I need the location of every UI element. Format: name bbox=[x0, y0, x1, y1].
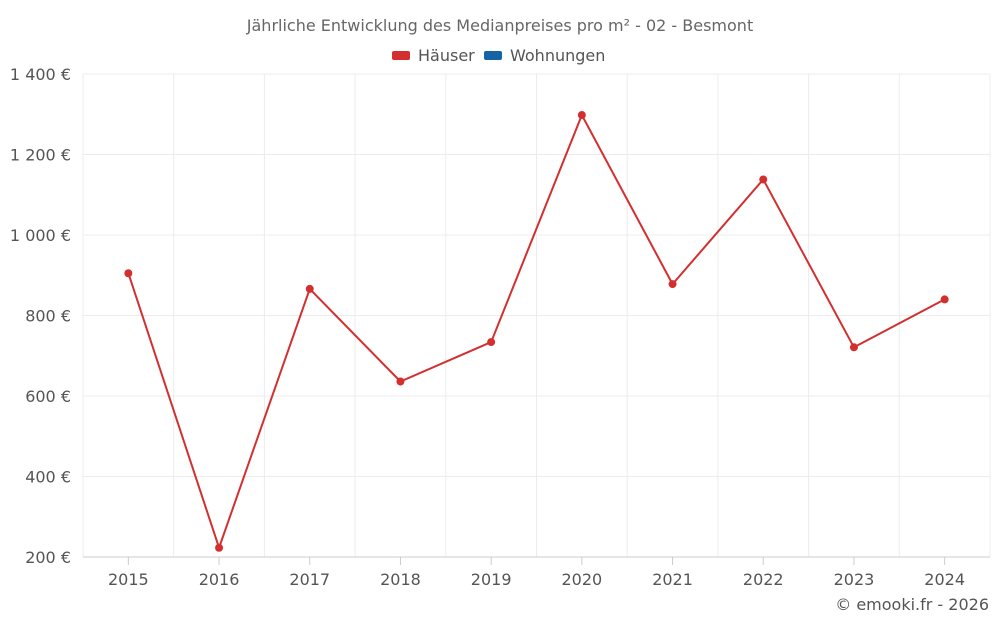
y-tick-label: 600 € bbox=[25, 387, 71, 406]
x-tick-label: 2016 bbox=[199, 570, 240, 589]
x-tick-label: 2017 bbox=[289, 570, 330, 589]
legend-label-haeuser: Häuser bbox=[418, 46, 475, 65]
x-tick-label: 2023 bbox=[834, 570, 875, 589]
data-point bbox=[577, 111, 586, 120]
credit-text: © emooki.fr - 2026 bbox=[835, 595, 989, 614]
x-tick-label: 2024 bbox=[924, 570, 965, 589]
data-point bbox=[487, 338, 496, 347]
legend-item-wohnungen[interactable]: Wohnungen bbox=[484, 46, 605, 65]
x-tick-label: 2015 bbox=[108, 570, 149, 589]
data-point bbox=[759, 175, 768, 184]
y-tick-label: 1 000 € bbox=[10, 226, 71, 245]
data-point bbox=[940, 295, 949, 304]
grid bbox=[82, 73, 991, 558]
y-tick-label: 1 400 € bbox=[10, 65, 71, 84]
data-point bbox=[849, 343, 858, 352]
x-tick-label: 2019 bbox=[471, 570, 512, 589]
x-tick-label: 2022 bbox=[743, 570, 784, 589]
y-tick-label: 800 € bbox=[25, 307, 71, 326]
axes: 200 € 400 € 600 € 800 € 1 000 € 1 200 € 1 400 … bbox=[10, 65, 965, 589]
y-tick-label: 400 € bbox=[25, 468, 71, 487]
x-tick-label: 2018 bbox=[380, 570, 421, 589]
x-tick-label: 2020 bbox=[561, 570, 602, 589]
data-point bbox=[396, 377, 405, 386]
series-line-haeuser bbox=[127, 114, 946, 549]
data-point bbox=[305, 284, 314, 293]
legend-label-wohnungen: Wohnungen bbox=[510, 46, 605, 65]
x-tick-label: 2021 bbox=[652, 570, 693, 589]
legend-swatch-haeuser bbox=[392, 51, 410, 60]
series bbox=[124, 111, 949, 552]
legend-item-haeuser[interactable]: Häuser bbox=[392, 46, 475, 65]
legend[interactable]: Häuser Wohnungen bbox=[392, 46, 605, 65]
legend-swatch-wohnungen bbox=[484, 51, 502, 60]
data-point bbox=[124, 269, 133, 278]
data-point bbox=[668, 280, 677, 289]
data-point bbox=[215, 543, 224, 552]
chart-title: Jährliche Entwicklung des Medianpreises … bbox=[246, 16, 753, 35]
y-tick-label: 1 200 € bbox=[10, 146, 71, 165]
y-tick-label: 200 € bbox=[25, 548, 71, 567]
